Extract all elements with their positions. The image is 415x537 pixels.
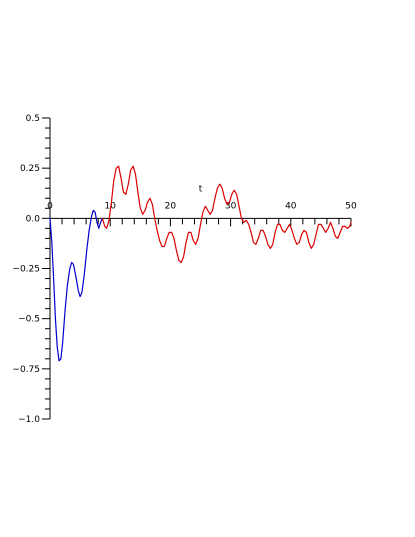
y-tick-label: 0.5 — [26, 114, 40, 124]
y-axis-ticks: 0.5 0.25 0.0 −0.25 −0.5 −0.75 −1.0 — [12, 114, 50, 425]
y-tick-label: −1.0 — [18, 415, 40, 425]
y-tick-label: −0.25 — [12, 265, 40, 275]
x-tick-label: 30 — [225, 201, 237, 211]
y-tick-label: 0.25 — [20, 164, 40, 174]
x-tick-label: 40 — [285, 201, 297, 211]
x-tick-label: 0 — [47, 201, 53, 211]
y-tick-label: −0.5 — [18, 315, 40, 325]
y-tick-label: 0.0 — [26, 214, 41, 224]
series-layer — [49, 165, 352, 362]
x-tick-label: 50 — [345, 201, 357, 211]
series-line-1 — [49, 209, 103, 362]
series-line-2 — [101, 165, 352, 264]
x-tick-label: 20 — [165, 201, 177, 211]
x-axis-label: t — [199, 184, 203, 194]
axes: 0 10 20 30 40 50 0.50.250.0−0.25−0.5−0.75−1.0… — [12, 114, 357, 425]
y-tick-label: −0.75 — [12, 365, 40, 375]
